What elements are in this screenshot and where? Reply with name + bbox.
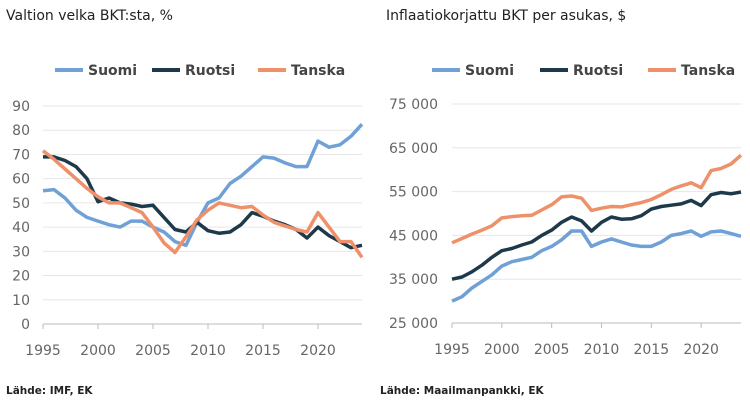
- x-tick-label: 2020: [300, 343, 336, 359]
- legend-label-tanska: Tanska: [291, 63, 345, 79]
- y-tick-label: 35 000: [389, 272, 438, 288]
- series-line-tanska: [41, 149, 364, 259]
- y-tick-label: 75 000: [389, 97, 438, 113]
- series-line-ruotsi: [43, 155, 363, 250]
- x-tick-label: 2020: [683, 342, 719, 358]
- x-tick-label: 1995: [434, 342, 470, 358]
- series-line-tanska: [451, 153, 743, 245]
- y-tick-label: 65 000: [389, 141, 438, 157]
- x-tick-label: 2010: [584, 342, 620, 358]
- y-tick-label: 40: [12, 220, 30, 236]
- y-tick-label: 60: [12, 172, 30, 188]
- x-tick-label: 2005: [534, 342, 570, 358]
- legend-label-suomi: Suomi: [465, 63, 514, 79]
- y-tick-label: 55 000: [389, 185, 438, 201]
- y-tick-label: 0: [21, 317, 30, 333]
- y-tick-label: 70: [12, 147, 30, 163]
- series-line-suomi: [42, 123, 364, 248]
- y-tick-label: 90: [12, 99, 30, 115]
- y-tick-label: 45 000: [389, 228, 438, 244]
- series-line-suomi: [451, 229, 742, 303]
- source-right: Lähde: Maailmanpankki, EK: [380, 385, 544, 397]
- y-tick-label: 25 000: [389, 316, 438, 332]
- x-tick-label: 2000: [80, 343, 116, 359]
- x-tick-label: 2005: [135, 343, 171, 359]
- legend-label-ruotsi: Ruotsi: [185, 63, 235, 79]
- x-tick-label: 1995: [25, 343, 61, 359]
- y-tick-label: 10: [12, 293, 30, 309]
- source-left: Lähde: IMF, EK: [6, 385, 93, 397]
- chart-title-left: Valtion velka BKT:sta, %: [6, 8, 173, 24]
- legend-label-suomi: Suomi: [88, 63, 137, 79]
- y-tick-label: 20: [12, 269, 30, 285]
- y-tick-label: 50: [12, 196, 30, 212]
- series-line-ruotsi: [451, 190, 742, 281]
- legend-label-ruotsi: Ruotsi: [573, 63, 623, 79]
- chart-title-right: Inflaatiokorjattu BKT per asukas, $: [386, 8, 627, 24]
- y-tick-label: 80: [12, 123, 30, 139]
- y-tick-label: 30: [12, 244, 30, 260]
- x-tick-label: 2010: [190, 343, 226, 359]
- x-tick-label: 2015: [245, 343, 281, 359]
- x-tick-label: 2015: [633, 342, 669, 358]
- x-tick-label: 2000: [484, 342, 520, 358]
- legend-label-tanska: Tanska: [681, 63, 735, 79]
